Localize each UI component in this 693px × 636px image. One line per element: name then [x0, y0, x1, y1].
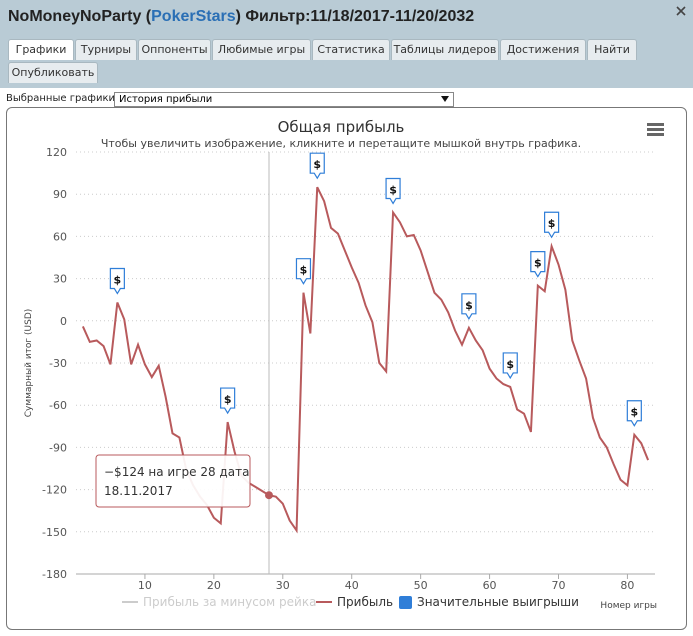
tab[interactable]: Найти	[587, 39, 637, 60]
y-tick-label: -90	[49, 441, 67, 454]
big-win-marker: $	[626, 400, 642, 427]
marker-box	[626, 400, 642, 427]
big-win-marker: $	[530, 251, 546, 278]
tab[interactable]: Оппоненты	[138, 39, 211, 60]
marker-box	[295, 258, 312, 285]
marker-label: $	[114, 274, 122, 287]
x-tick-label: 80	[620, 579, 634, 592]
y-tick-label: -30	[49, 357, 67, 370]
legend-item[interactable]: Прибыль за минусом рейка	[122, 595, 316, 609]
title-suffix: ) Фильтр:11/18/2017-11/20/2032	[235, 8, 475, 25]
marker-label: $	[630, 406, 638, 419]
marker-label: $	[506, 358, 514, 371]
marker-label: $	[389, 183, 397, 196]
marker-label: $	[300, 264, 308, 277]
x-tick-label: 60	[483, 579, 497, 592]
y-tick-label: 0	[60, 315, 67, 328]
marker-box	[544, 211, 560, 239]
y-tick-label: 90	[53, 188, 67, 201]
x-tick-label: 40	[345, 579, 359, 592]
menu-bar	[647, 133, 664, 136]
y-tick-label: -150	[42, 526, 67, 539]
big-win-marker: $	[544, 211, 560, 239]
marker-label: $	[313, 158, 321, 171]
tab[interactable]: Статистика	[312, 39, 390, 60]
x-axis-label: Номер игры	[600, 601, 657, 611]
legend-swatch	[399, 596, 412, 609]
close-button[interactable]	[676, 6, 686, 16]
marker-box	[461, 293, 477, 320]
site-name: PokerStars	[151, 8, 236, 25]
tab[interactable]: Достижения	[500, 39, 586, 60]
marker-label: $	[465, 299, 473, 312]
marker-label: $	[224, 393, 232, 406]
marker-box	[109, 267, 125, 295]
marker-label: $	[548, 217, 556, 230]
big-win-marker: $	[461, 293, 477, 320]
marker-box	[220, 387, 236, 415]
hover-point	[265, 491, 273, 500]
marker-box	[309, 152, 325, 180]
y-tick-label: 120	[46, 146, 67, 159]
legend-label: Прибыль	[337, 595, 393, 609]
y-tick-label: -180	[42, 568, 67, 581]
y-tick-label: 60	[53, 230, 67, 243]
big-win-marker: $	[309, 152, 325, 180]
marker-box	[385, 177, 401, 205]
y-tick-label: -120	[42, 484, 67, 497]
tooltip-text: 18.11.2017	[104, 484, 173, 498]
select-value: История прибыли	[119, 94, 213, 105]
big-win-marker: $	[502, 352, 518, 380]
window-title: NoMoneyNoParty (PokerStars) Фильтр:11/18…	[8, 8, 474, 26]
title-prefix: NoMoneyNoParty (	[8, 8, 152, 25]
tab[interactable]: Таблицы лидеров	[391, 39, 499, 60]
x-tick-label: 50	[414, 579, 428, 592]
y-tick-label: -60	[49, 399, 67, 412]
legend-item[interactable]: Значительные выигрыши	[399, 595, 579, 609]
big-win-marker: $	[295, 258, 312, 285]
legend-label: Прибыль за минусом рейка	[143, 595, 316, 609]
y-axis-label: Суммарный итог (USD)	[24, 309, 34, 418]
x-tick-label: 70	[552, 579, 566, 592]
tab[interactable]: Любимые игры	[212, 39, 311, 60]
menu-bar	[647, 123, 664, 126]
tooltip-box	[95, 454, 251, 508]
chart-panel	[6, 107, 687, 630]
menu-button[interactable]	[647, 123, 664, 136]
x-tick-label: 30	[276, 579, 290, 592]
menu-bar	[647, 128, 664, 131]
big-win-marker: $	[220, 387, 236, 415]
tooltip-text: −$124 на игре 28 дата	[104, 465, 249, 479]
big-win-marker: $	[109, 267, 125, 295]
tab[interactable]: Опубликовать	[8, 62, 98, 83]
legend-label: Значительные выигрыши	[417, 595, 579, 609]
selector-label: Выбранные графики:	[6, 93, 119, 104]
big-win-marker: $	[385, 177, 401, 205]
tab[interactable]: Графики	[8, 39, 74, 60]
legend-item[interactable]: Прибыль	[316, 595, 393, 609]
dropdown-arrow	[441, 96, 449, 102]
chart-subtitle: Чтобы увеличить изображение, кликните и …	[101, 137, 581, 150]
x-tick-label: 20	[207, 579, 221, 592]
x-tick-label: 10	[138, 579, 152, 592]
chart-select[interactable]: История прибыли	[114, 92, 454, 107]
tab[interactable]: Турниры	[75, 39, 137, 60]
y-tick-label: 30	[53, 273, 67, 286]
marker-box	[530, 251, 546, 278]
marker-box	[502, 352, 518, 380]
marker-label: $	[534, 257, 542, 270]
chart-title: Общая прибыль	[278, 118, 405, 136]
profit-line	[81, 186, 650, 534]
